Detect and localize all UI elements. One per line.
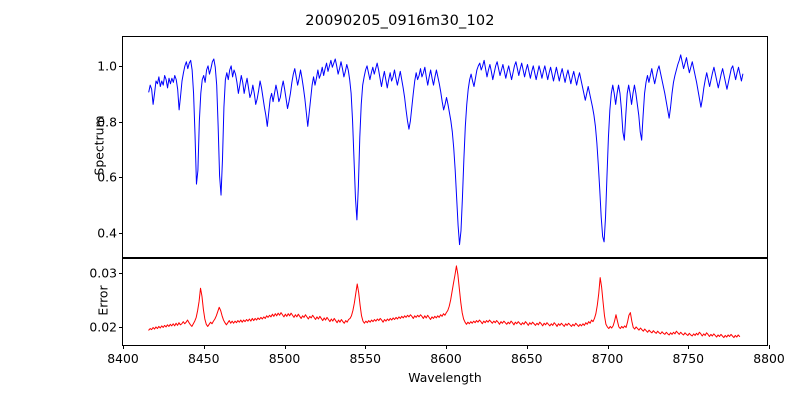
y-tick-label: 1.0	[97, 58, 117, 74]
x-tick-label: 8650	[510, 351, 543, 366]
x-tick-label: 8600	[430, 351, 462, 366]
y-tick-mark	[119, 121, 123, 123]
x-tick-label: 8450	[187, 351, 220, 366]
y-tick-mark	[119, 66, 123, 68]
y-tick-mark	[119, 232, 123, 234]
y-tick-label: 0.02	[89, 319, 117, 335]
x-tick-mark	[203, 345, 205, 349]
error-plot-area	[123, 259, 767, 345]
y-tick-mark	[119, 177, 123, 179]
page-title: 20090205_0916m30_102	[305, 13, 495, 29]
x-tick-label: 8700	[591, 351, 624, 366]
wavelength-axis-label: Wavelength	[408, 370, 482, 385]
x-tick-mark	[446, 345, 448, 349]
error-axes: 0.02 0.03 8400 8450 8500 8550 8600 8650 8700 875…	[89, 258, 785, 366]
y-tick-mark	[119, 326, 123, 328]
spectrum-plot-area	[123, 37, 767, 257]
y-tick-label: 0.4	[97, 225, 117, 241]
x-tick-mark	[769, 345, 771, 349]
y-tick-label: 0.03	[89, 265, 117, 281]
spectrum-line	[149, 55, 743, 245]
error-line	[149, 266, 740, 338]
x-tick-mark	[688, 345, 690, 349]
y-tick-mark	[119, 272, 123, 274]
x-tick-mark	[607, 345, 609, 349]
x-tick-mark	[284, 345, 286, 349]
x-tick-label: 8400	[107, 351, 139, 366]
x-tick-mark	[526, 345, 528, 349]
spectrum-axes: 0.4 0.6 0.8 1.0 Spectrum	[92, 36, 768, 258]
spectrum-axis-label: Spectrum	[91, 115, 107, 176]
x-tick-mark	[123, 345, 125, 349]
x-tick-mark	[365, 345, 367, 349]
x-tick-label: 8750	[672, 351, 705, 366]
y-tick-label: 0.6	[97, 169, 117, 185]
x-tick-label: 8550	[349, 351, 382, 366]
error-axis-label: Error	[95, 285, 111, 316]
y-tick-label: 0.8	[97, 114, 117, 130]
x-tick-label: 8500	[268, 351, 301, 366]
x-tick-label: 8800	[753, 351, 785, 366]
